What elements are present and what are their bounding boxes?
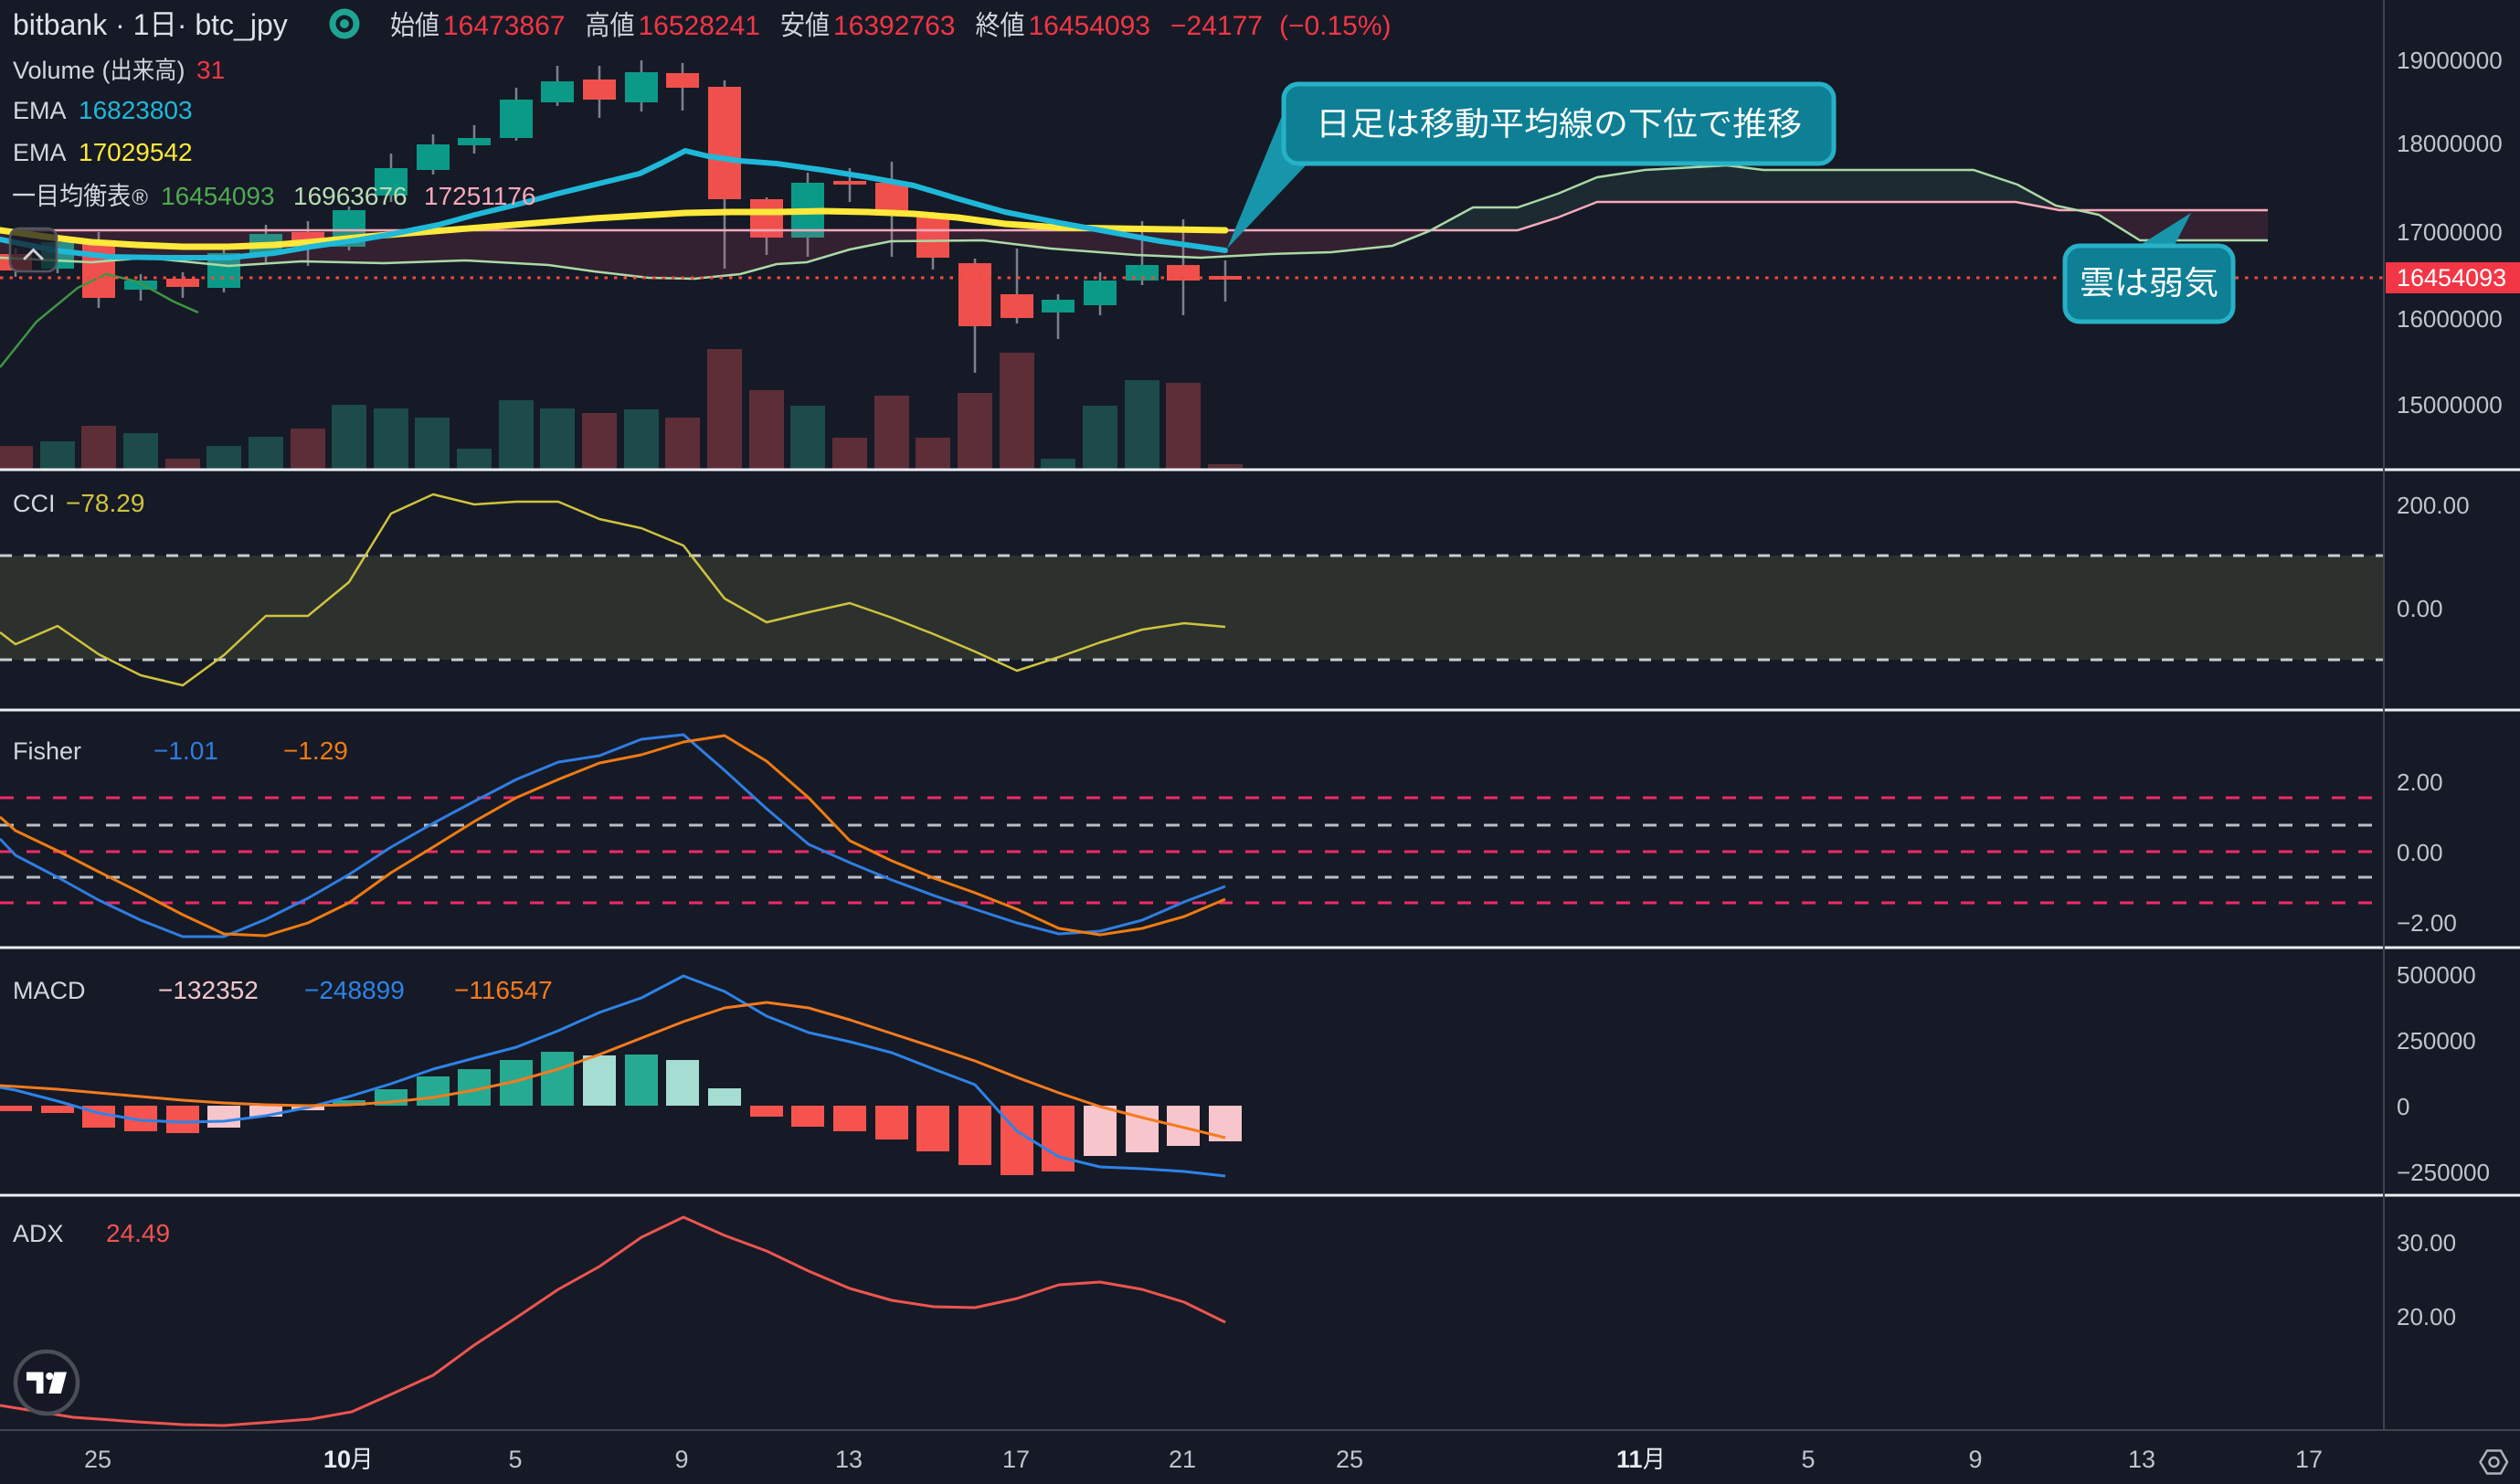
svg-text:20.00: 20.00 (2397, 1303, 2456, 1330)
svg-text:−248899: −248899 (304, 976, 405, 1004)
svg-text:−132352: −132352 (158, 976, 259, 1004)
svg-text:0.00: 0.00 (2397, 839, 2443, 866)
svg-text:18000000: 18000000 (2397, 130, 2503, 157)
svg-text:−250000: −250000 (2397, 1159, 2490, 1186)
svg-text:30.00: 30.00 (2397, 1229, 2456, 1256)
svg-text:−78.29: −78.29 (66, 489, 144, 517)
svg-text:9: 9 (674, 1446, 688, 1473)
svg-text:17: 17 (1002, 1446, 1030, 1473)
svg-text:17251176: 17251176 (424, 182, 536, 210)
svg-text:16528241: 16528241 (639, 11, 760, 41)
svg-text:5: 5 (1801, 1446, 1815, 1473)
svg-text:13: 13 (2128, 1446, 2155, 1473)
svg-text:17000000: 17000000 (2397, 218, 2503, 246)
svg-text:®: ® (132, 186, 148, 210)
svg-text:10: 10 (323, 1446, 351, 1473)
svg-text:21: 21 (1169, 1446, 1196, 1473)
svg-text:0: 0 (2397, 1093, 2409, 1120)
svg-text:13: 13 (835, 1446, 863, 1473)
svg-text:16454093: 16454093 (161, 182, 275, 210)
svg-text:−116547: −116547 (454, 976, 553, 1004)
svg-text:16963676: 16963676 (293, 182, 408, 210)
svg-text:(−0.15%): (−0.15%) (1279, 11, 1392, 41)
svg-text:17029542: 17029542 (79, 138, 193, 166)
svg-text:−24177: −24177 (1170, 11, 1263, 41)
svg-text:EMA: EMA (13, 139, 67, 166)
svg-text:2.00: 2.00 (2397, 768, 2443, 796)
svg-text:16000000: 16000000 (2397, 305, 2503, 333)
svg-text:250000: 250000 (2397, 1027, 2476, 1055)
svg-text:15000000: 15000000 (2397, 391, 2503, 419)
svg-text:0.00: 0.00 (2397, 595, 2443, 622)
svg-text:ADX: ADX (13, 1220, 64, 1247)
svg-text:19000000: 19000000 (2397, 47, 2503, 74)
svg-text:MACD: MACD (13, 977, 86, 1004)
svg-text:17: 17 (2295, 1446, 2323, 1473)
svg-text:5: 5 (508, 1446, 522, 1473)
svg-text:11: 11 (1616, 1446, 1643, 1473)
svg-text:−1.01: −1.01 (154, 737, 218, 765)
svg-text:24.49: 24.49 (106, 1219, 170, 1247)
svg-text:16473867: 16473867 (443, 11, 565, 41)
svg-text:bitbank · 1: bitbank · 1 (13, 8, 149, 41)
svg-text:200.00: 200.00 (2397, 492, 2470, 519)
svg-text:16392763: 16392763 (833, 11, 955, 41)
svg-text:): ) (176, 57, 185, 84)
svg-text:16454093: 16454093 (2397, 264, 2506, 292)
svg-text:9: 9 (1968, 1446, 1982, 1473)
svg-text:16823803: 16823803 (79, 96, 193, 124)
svg-text:25: 25 (1336, 1446, 1363, 1473)
svg-text:Volume (: Volume ( (13, 57, 111, 84)
svg-text:25: 25 (84, 1446, 111, 1473)
svg-text:500000: 500000 (2397, 961, 2476, 989)
svg-text:−2.00: −2.00 (2397, 909, 2457, 937)
svg-text:16454093: 16454093 (1029, 11, 1150, 41)
svg-text:Fisher: Fisher (13, 737, 81, 765)
svg-text:−1.29: −1.29 (283, 737, 348, 765)
svg-text:31: 31 (196, 56, 225, 84)
svg-text:EMA: EMA (13, 97, 67, 124)
svg-text:CCI: CCI (13, 490, 56, 517)
svg-text:· btc_jpy: · btc_jpy (177, 8, 288, 41)
